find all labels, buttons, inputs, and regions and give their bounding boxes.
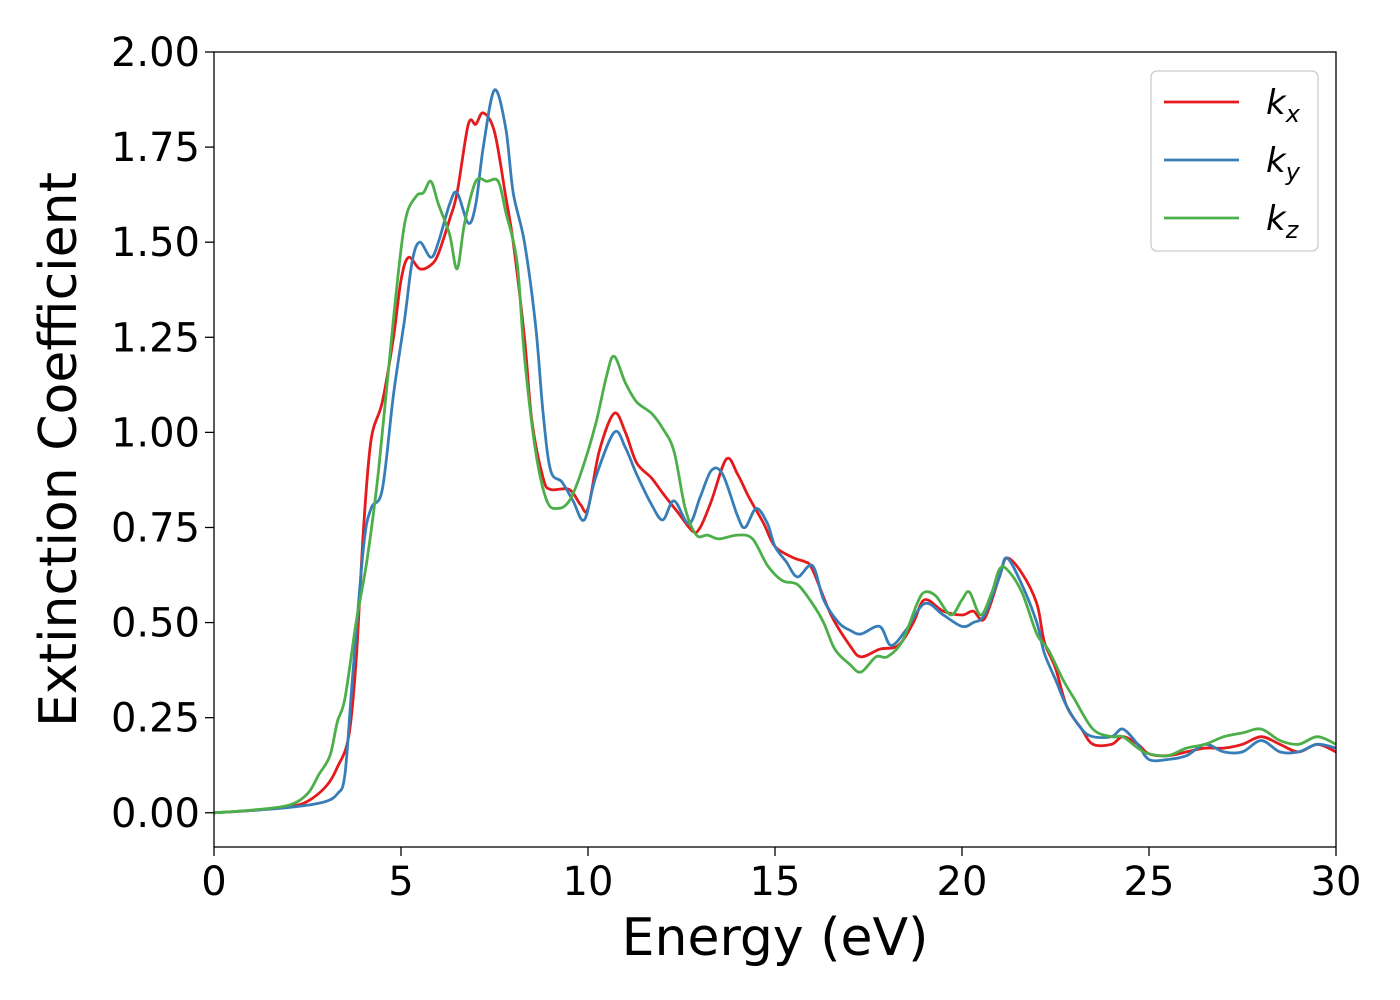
x-tick-label: 15 — [750, 859, 801, 905]
series-layer — [214, 88, 1336, 815]
series-line-kx — [214, 111, 1336, 815]
x-tick-label: 10 — [563, 859, 614, 905]
x-tick-label: 25 — [1124, 859, 1175, 905]
x-tick-label: 5 — [388, 859, 413, 905]
y-axis-title: Extinction Coefficient — [29, 172, 89, 727]
y-axis: 0.00 0.25 0.50 0.75 1.00 1.25 1.50 1.75 2.00 — [111, 30, 214, 837]
legend-label: kz — [1266, 199, 1300, 244]
y-tick-label: 0.00 — [111, 791, 200, 837]
series-line-kz — [214, 176, 1336, 815]
y-tick-label: 1.75 — [111, 125, 200, 171]
y-tick-label: 0.50 — [111, 601, 200, 647]
legend-label: kx — [1266, 83, 1301, 128]
y-tick-label: 2.00 — [111, 30, 200, 76]
x-tick-label: 0 — [201, 859, 226, 905]
x-axis-title: Energy (eV) — [622, 908, 929, 968]
x-axis: 0 5 10 15 20 25 30 — [201, 847, 1361, 905]
x-tick-label: 30 — [1311, 859, 1362, 905]
legend: kx ky kz — [1150, 70, 1319, 252]
y-tick-label: 1.25 — [111, 315, 200, 361]
y-tick-label: 1.00 — [111, 410, 200, 456]
y-tick-label: 0.25 — [111, 696, 200, 742]
x-tick-label: 20 — [937, 859, 988, 905]
y-tick-label: 0.75 — [111, 505, 200, 551]
legend-label: ky — [1266, 141, 1301, 186]
y-tick-label: 1.50 — [111, 220, 200, 266]
series-line-ky — [214, 88, 1336, 815]
